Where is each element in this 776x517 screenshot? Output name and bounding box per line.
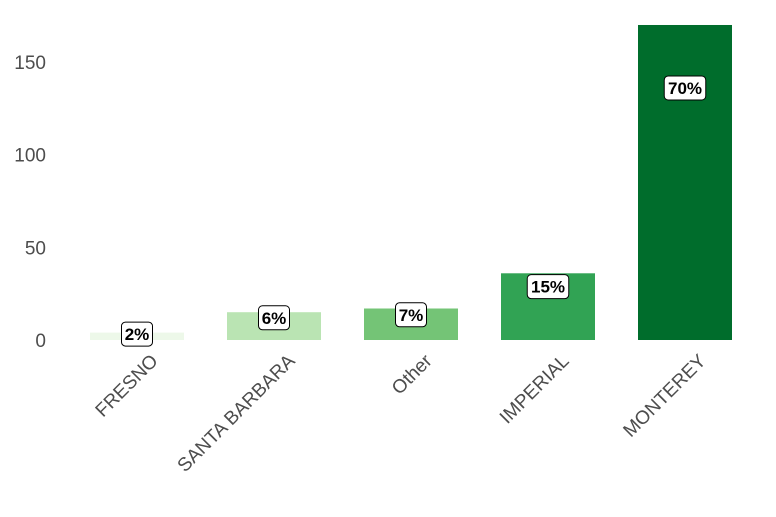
y-tick-label: 0 bbox=[35, 331, 46, 352]
x-tick-label: SANTA BARBARA bbox=[174, 350, 300, 476]
data-label: 15% bbox=[531, 278, 565, 297]
data-label: 70% bbox=[668, 79, 702, 98]
y-tick-label: 100 bbox=[14, 146, 46, 167]
x-tick-label: FRESNO bbox=[92, 351, 163, 422]
data-label-box bbox=[526, 274, 570, 300]
data-label: 7% bbox=[399, 306, 424, 325]
data-label: 6% bbox=[262, 309, 287, 328]
data-label-box bbox=[663, 75, 707, 101]
x-tick-label: Other bbox=[388, 350, 437, 399]
bar-monterey bbox=[638, 24, 732, 341]
data-label-box bbox=[121, 321, 153, 347]
x-tick-label: IMPERIAL bbox=[496, 351, 574, 429]
data-label-box bbox=[395, 302, 427, 328]
x-tick-label: MONTEREY bbox=[620, 350, 711, 441]
y-tick-label: 50 bbox=[25, 238, 46, 259]
data-label: 2% bbox=[125, 325, 150, 344]
data-label-box bbox=[258, 305, 290, 331]
y-tick-label: 150 bbox=[14, 53, 46, 74]
